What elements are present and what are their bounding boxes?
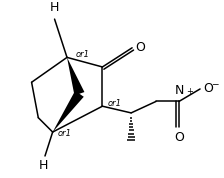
Polygon shape — [67, 57, 84, 95]
Text: or1: or1 — [107, 99, 121, 108]
Text: −: − — [211, 80, 218, 89]
Text: or1: or1 — [57, 129, 71, 138]
Text: +: + — [186, 87, 193, 96]
Polygon shape — [53, 91, 84, 132]
Text: O: O — [174, 131, 184, 144]
Text: or1: or1 — [76, 50, 90, 59]
Text: O: O — [135, 41, 145, 54]
Text: H: H — [50, 1, 59, 14]
Text: O: O — [203, 82, 213, 95]
Text: N: N — [174, 84, 184, 97]
Text: H: H — [38, 159, 48, 172]
